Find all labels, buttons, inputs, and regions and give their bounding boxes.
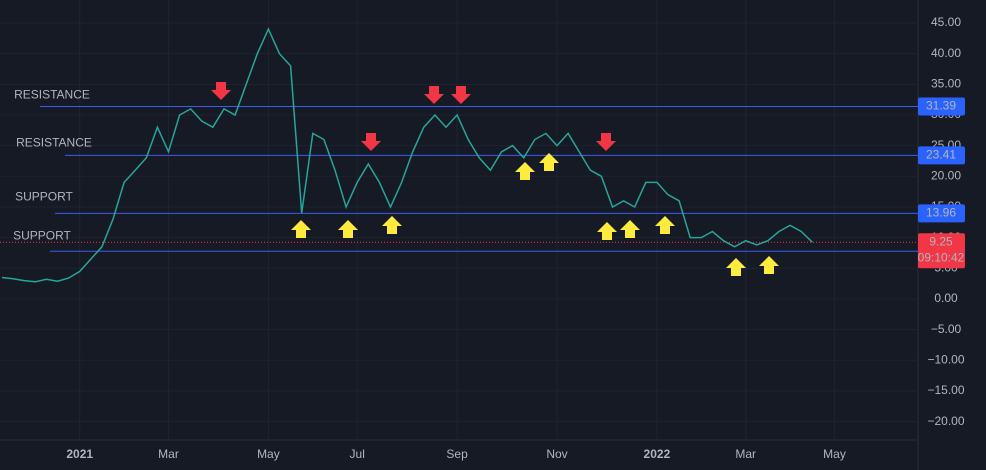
- up-arrow: [338, 220, 358, 238]
- up-arrow: [382, 216, 402, 234]
- y-tick-label: −20.00: [927, 414, 964, 428]
- x-tick-label: Mar: [735, 447, 756, 461]
- x-tick-label: 2021: [66, 447, 93, 461]
- level-label: SUPPORT: [13, 228, 71, 242]
- up-arrow: [291, 220, 311, 238]
- level-price-box: [918, 97, 965, 116]
- x-tick-label: 2022: [644, 447, 671, 461]
- y-tick-label: 40.00: [931, 46, 961, 60]
- up-arrow: [655, 216, 675, 234]
- level-price-box: [918, 146, 965, 165]
- y-tick-label: −15.00: [927, 383, 964, 397]
- up-arrow: [539, 153, 559, 171]
- x-tick-label: Sep: [446, 447, 468, 461]
- level-label: RESISTANCE: [16, 136, 92, 150]
- y-tick-label: 0.00: [934, 291, 958, 305]
- up-arrow: [620, 220, 640, 238]
- x-tick-label: Mar: [158, 447, 179, 461]
- up-arrow: [759, 256, 779, 274]
- y-tick-label: 20.00: [931, 168, 961, 182]
- x-tick-label: May: [823, 447, 846, 461]
- countdown: 09:10:42: [918, 250, 965, 264]
- down-arrow: [451, 86, 471, 104]
- level-price-box: [918, 204, 965, 223]
- y-tick-label: −10.00: [927, 352, 964, 366]
- down-arrow: [596, 133, 616, 151]
- level-price: 13.96: [926, 206, 956, 220]
- last-price: 9.25: [929, 234, 953, 248]
- level-price: 23.41: [926, 148, 956, 162]
- x-tick-label: Nov: [546, 447, 567, 461]
- x-tick-label: Jul: [350, 447, 365, 461]
- y-tick-label: −5.00: [931, 322, 962, 336]
- level-label: SUPPORT: [15, 190, 73, 204]
- down-arrow: [211, 82, 231, 100]
- level-price: 31.39: [926, 99, 956, 113]
- level-label: RESISTANCE: [14, 88, 90, 102]
- up-arrow: [597, 222, 617, 240]
- down-arrow: [361, 133, 381, 151]
- price-line: [1, 27, 813, 283]
- up-arrow: [515, 162, 535, 180]
- up-arrow: [726, 258, 746, 276]
- last-price-box: [918, 233, 965, 269]
- down-arrow: [424, 86, 444, 104]
- y-tick-label: 45.00: [931, 15, 961, 29]
- y-tick-label: 35.00: [931, 76, 961, 90]
- x-tick-label: May: [257, 447, 280, 461]
